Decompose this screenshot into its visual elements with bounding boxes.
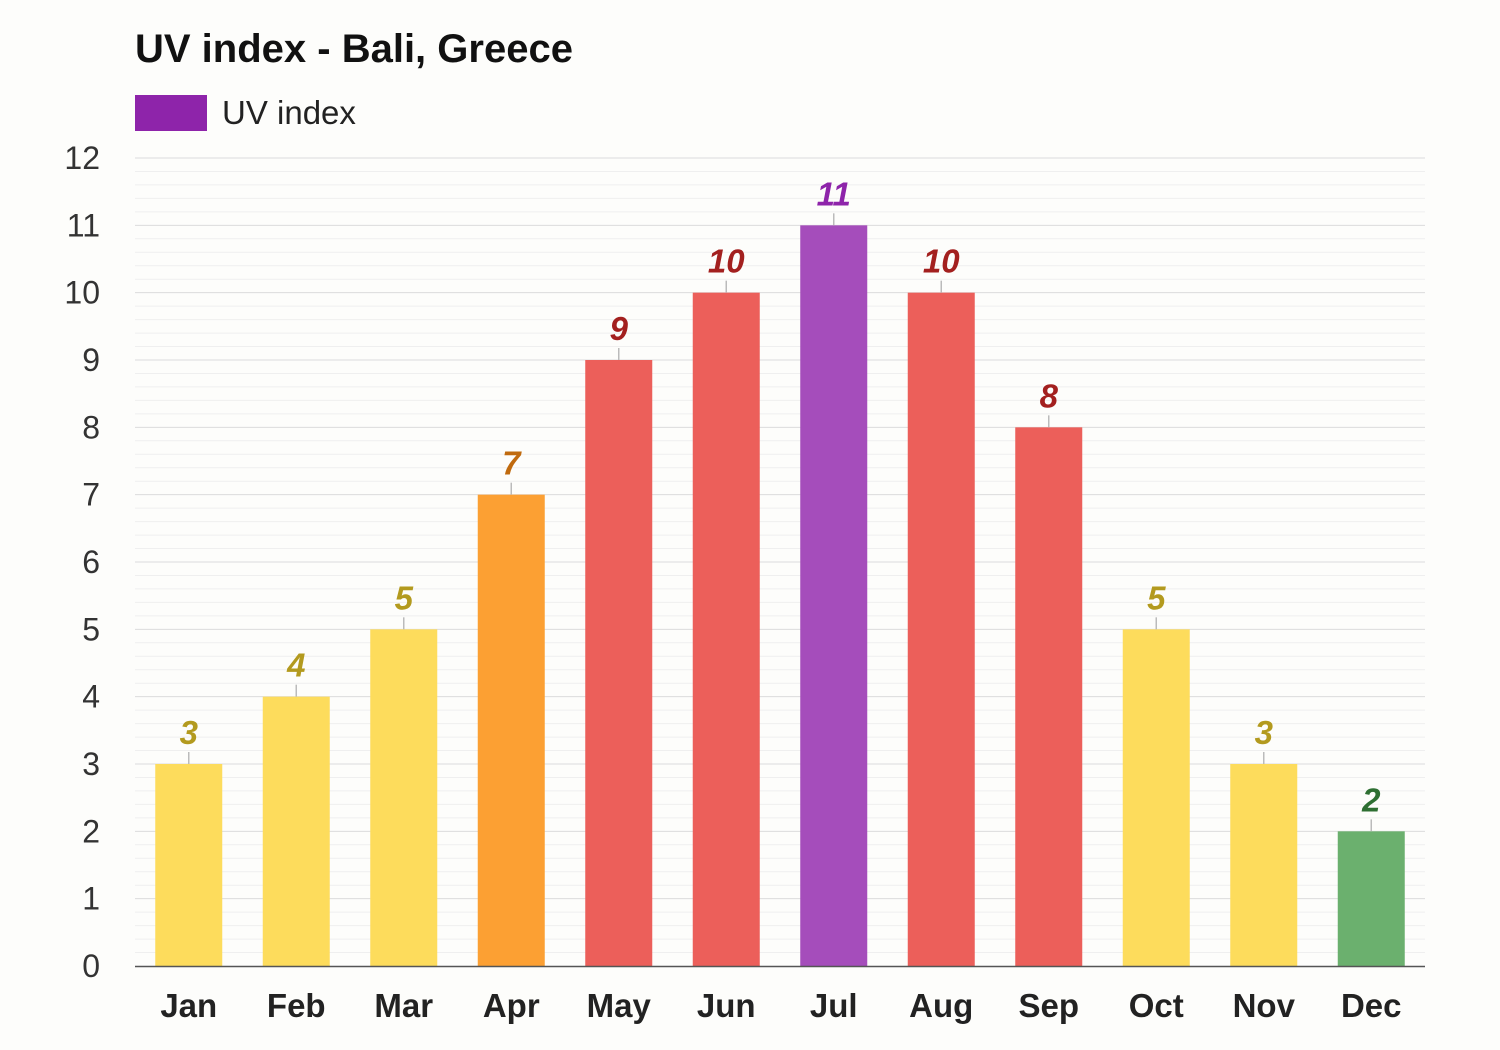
y-tick-label: 0 bbox=[82, 948, 100, 984]
bar-feb bbox=[262, 696, 330, 966]
bar-oct bbox=[1122, 629, 1190, 966]
x-tick-label: Jun bbox=[697, 987, 756, 1024]
y-tick-label: 3 bbox=[82, 746, 100, 782]
x-tick-label: Mar bbox=[374, 987, 433, 1024]
x-tick-label: Dec bbox=[1341, 987, 1402, 1024]
y-tick-label: 12 bbox=[64, 140, 100, 176]
bar-sep bbox=[1015, 427, 1083, 966]
y-tick-label: 11 bbox=[67, 207, 100, 243]
x-tick-label: Aug bbox=[909, 987, 973, 1024]
y-tick-label: 5 bbox=[82, 611, 100, 647]
x-tick-label: Sep bbox=[1018, 987, 1079, 1024]
data-label-may: 9 bbox=[610, 310, 629, 347]
x-tick-label: Oct bbox=[1129, 987, 1184, 1024]
data-label-jul: 11 bbox=[817, 175, 851, 212]
x-tick-label: Jul bbox=[810, 987, 858, 1024]
x-tick-label: Jan bbox=[160, 987, 217, 1024]
bar-apr bbox=[477, 494, 545, 966]
bar-aug bbox=[907, 292, 975, 967]
data-label-jan: 3 bbox=[180, 714, 198, 751]
bars: 3 4 5 7 9 10 11 10 8 5 3 2 bbox=[155, 175, 1405, 967]
y-tick-label: 7 bbox=[82, 477, 100, 513]
bar-mar bbox=[370, 629, 438, 966]
data-label-mar: 5 bbox=[395, 579, 414, 616]
legend-label: UV index bbox=[222, 94, 356, 131]
y-tick-label: 10 bbox=[64, 275, 100, 311]
data-label-apr: 7 bbox=[502, 445, 522, 482]
legend-swatch bbox=[135, 95, 207, 131]
x-tick-label: Feb bbox=[267, 987, 326, 1024]
data-label-nov: 3 bbox=[1255, 714, 1273, 751]
bar-may bbox=[585, 360, 653, 966]
data-label-aug: 10 bbox=[923, 243, 960, 280]
data-label-jun: 10 bbox=[708, 243, 745, 280]
x-tick-label: Apr bbox=[483, 987, 540, 1024]
data-label-oct: 5 bbox=[1147, 579, 1166, 616]
data-label-dec: 2 bbox=[1361, 781, 1381, 818]
data-label-sep: 8 bbox=[1040, 377, 1059, 414]
bar-jan bbox=[155, 764, 223, 966]
y-tick-label: 8 bbox=[82, 409, 100, 445]
y-tick-label: 9 bbox=[82, 342, 100, 378]
bar-jul bbox=[800, 225, 868, 967]
gridlines bbox=[135, 157, 1425, 954]
y-tick-label: 4 bbox=[82, 679, 100, 715]
bar-nov bbox=[1230, 764, 1298, 966]
bar-dec bbox=[1337, 831, 1405, 966]
y-tick-label: 2 bbox=[82, 813, 100, 849]
chart-title: UV index - Bali, Greece bbox=[135, 27, 573, 71]
legend: UV index bbox=[135, 94, 356, 131]
bar-jun bbox=[692, 292, 760, 967]
y-tick-label: 6 bbox=[82, 544, 100, 580]
data-label-feb: 4 bbox=[286, 647, 305, 684]
x-tick-label: May bbox=[587, 987, 652, 1024]
x-tick-label: Nov bbox=[1233, 987, 1296, 1024]
x-axis-ticks: Jan Feb Mar Apr May Jun Jul Aug Sep Oct Nov Dec bbox=[160, 987, 1401, 1024]
y-tick-label: 1 bbox=[82, 881, 100, 917]
